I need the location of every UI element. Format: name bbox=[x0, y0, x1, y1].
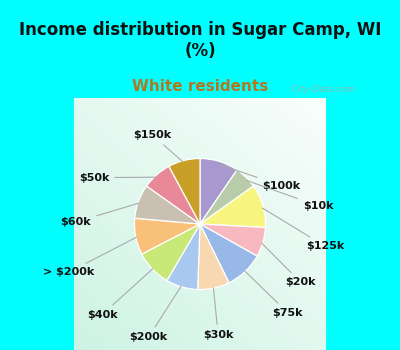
Text: $125k: $125k bbox=[262, 208, 344, 251]
Wedge shape bbox=[200, 186, 266, 228]
Wedge shape bbox=[135, 186, 200, 224]
Wedge shape bbox=[200, 170, 254, 224]
Wedge shape bbox=[134, 218, 200, 254]
Text: $20k: $20k bbox=[262, 243, 316, 287]
Text: $50k: $50k bbox=[79, 173, 156, 183]
Text: $100k: $100k bbox=[221, 165, 301, 191]
Wedge shape bbox=[142, 224, 200, 281]
Text: City-Data.com: City-Data.com bbox=[286, 85, 356, 94]
Text: White residents: White residents bbox=[132, 79, 268, 93]
Wedge shape bbox=[198, 224, 229, 289]
Wedge shape bbox=[200, 159, 237, 224]
Text: $40k: $40k bbox=[87, 269, 152, 320]
Wedge shape bbox=[167, 224, 200, 289]
Text: $75k: $75k bbox=[245, 271, 303, 318]
Text: Income distribution in Sugar Camp, WI
(%): Income distribution in Sugar Camp, WI (%… bbox=[19, 21, 381, 60]
Text: $150k: $150k bbox=[134, 130, 183, 162]
Text: > $200k: > $200k bbox=[43, 237, 136, 278]
Text: $10k: $10k bbox=[246, 180, 333, 211]
Text: $60k: $60k bbox=[60, 203, 139, 227]
Wedge shape bbox=[200, 224, 266, 256]
Wedge shape bbox=[200, 224, 257, 283]
Text: $30k: $30k bbox=[203, 288, 233, 340]
Wedge shape bbox=[169, 159, 200, 224]
Wedge shape bbox=[146, 166, 200, 224]
Text: $200k: $200k bbox=[130, 286, 181, 342]
